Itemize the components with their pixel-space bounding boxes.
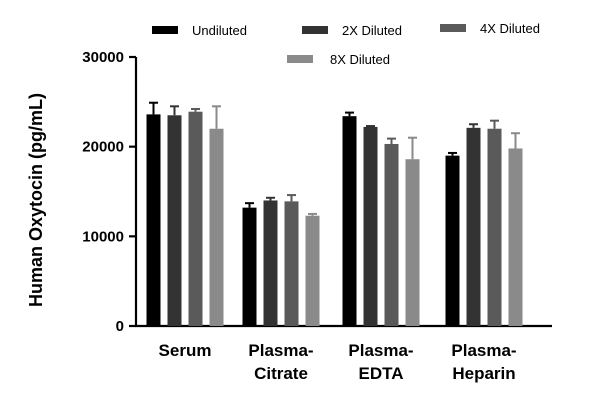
bar [284,201,299,326]
y-axis-label: Human Oxytocin (pg/mL) [26,93,46,307]
bar [466,127,481,326]
legend-swatch [152,26,178,34]
y-tick-label: 10000 [82,228,124,245]
bar [305,215,320,326]
x-tick-label: EDTA [358,364,403,383]
bar [405,159,420,326]
bar [487,128,502,326]
y-tick-label: 0 [116,318,124,335]
x-tick-label: Serum [159,341,212,360]
axes: 0 10000 20000 30000 Serum Plasma- Citrate Plasm… [82,49,552,383]
bar [167,115,182,327]
legend-swatch [302,26,328,34]
x-tick-label: Heparin [452,364,515,383]
bar [363,126,378,326]
x-tick-label: Citrate [254,364,308,383]
legend-swatch [440,24,466,32]
legend-label: 2X Diluted [342,23,402,38]
x-tick-label: Plasma- [348,341,413,360]
legend-label: Undiluted [192,23,247,38]
x-tick-label: Plasma- [248,341,313,360]
bar [242,207,257,326]
x-tick-label: Plasma- [451,341,516,360]
bar [188,111,203,327]
bar [146,114,161,327]
bar [445,155,460,326]
bar [508,148,523,326]
legend-label: 4X Diluted [480,21,540,36]
bars [146,101,523,327]
bar [384,143,399,326]
legend-swatch [287,55,313,63]
y-tick-label: 20000 [82,139,124,156]
legend-label: 8X Diluted [330,52,390,67]
y-tick-label: 30000 [82,49,124,66]
legend: Undiluted 2X Diluted 4X Diluted 8X Diluted [152,21,540,67]
bar [342,116,357,327]
bar [209,128,224,326]
bar [263,200,278,326]
